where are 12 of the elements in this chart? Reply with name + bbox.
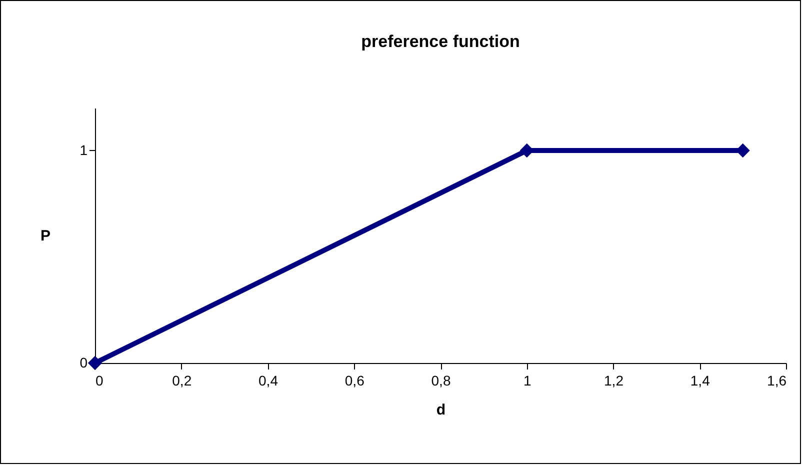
x-tick-label: 1,2 — [604, 372, 624, 388]
x-tick-label: 0,8 — [431, 372, 451, 388]
chart-title: preference function — [361, 32, 520, 51]
x-tick-label: 0 — [96, 372, 104, 388]
x-tick-label: 0,2 — [172, 372, 192, 388]
x-tick-label: 1,6 — [767, 372, 787, 388]
x-tick-label: 0,6 — [344, 372, 365, 388]
y-axis-title: P — [40, 228, 51, 244]
x-axis-title: d — [436, 402, 446, 418]
x-tick-label: 0,4 — [258, 372, 278, 388]
x-tick-label: 1,4 — [690, 372, 710, 388]
x-tick-label: 1 — [523, 372, 532, 388]
